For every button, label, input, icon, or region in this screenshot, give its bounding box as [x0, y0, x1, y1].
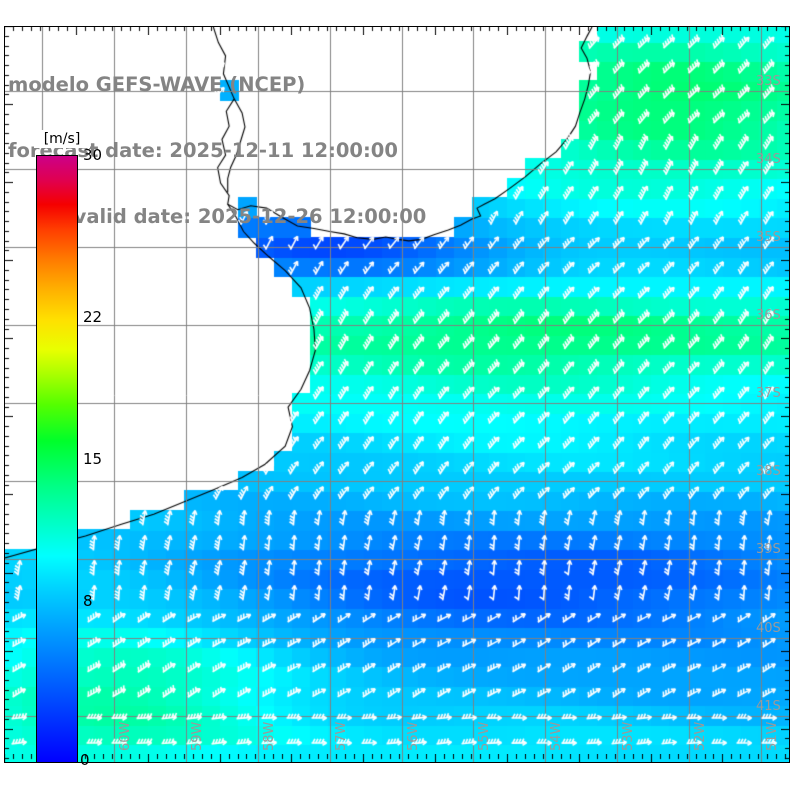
lon-label-53W: 53W	[621, 721, 637, 751]
lat-label-37S: 37S	[756, 386, 781, 402]
wind-vector-layer	[5, 27, 789, 762]
colorbar-tick-15: 15	[83, 450, 103, 468]
forecast-date-line: forecast date: 2025-12-11 12:00:00	[8, 139, 398, 162]
model-name-line: modelo GEFS-WAVE (NCEP)	[8, 73, 306, 96]
lon-label-58W: 58W	[261, 721, 277, 751]
lat-label-40S: 40S	[756, 620, 781, 636]
colorbar-tick-22: 22	[83, 308, 103, 327]
map-plot-area[interactable]	[4, 26, 790, 763]
figure-title-block: modelo GEFS-WAVE (NCEP) forecast date: 2…	[8, 30, 492, 272]
colorbar-gradient[interactable]	[36, 155, 78, 763]
lon-label-51W: 51W	[764, 721, 780, 751]
lat-label-38S: 38S	[756, 464, 781, 480]
lon-label-52W: 52W	[692, 721, 708, 751]
colorbar-unit-label: [m/s]	[34, 130, 90, 148]
lat-label-34S: 34S	[756, 152, 781, 168]
colorbar-tick-8: 8	[83, 591, 93, 610]
colorbar-tick-0: 0	[80, 751, 90, 769]
lat-label-35S: 35S	[756, 230, 781, 246]
lon-label-55W: 55W	[477, 721, 493, 751]
lon-label-56W: 56W	[405, 721, 421, 751]
lat-label-33S: 33S	[756, 74, 781, 90]
lat-label-39S: 39S	[756, 542, 781, 558]
lon-label-59W: 59W	[190, 721, 206, 751]
lon-label-60W: 60W	[118, 721, 134, 751]
valid-date-line: valid date: 2025-12-26 12:00:00	[73, 205, 427, 228]
colorbar-tick-30: 30	[83, 146, 103, 164]
lat-label-36S: 36S	[756, 308, 781, 324]
lat-label-41S: 41S	[756, 698, 781, 714]
lon-label-57W: 57W	[333, 721, 349, 751]
lon-label-54W: 54W	[549, 721, 565, 751]
